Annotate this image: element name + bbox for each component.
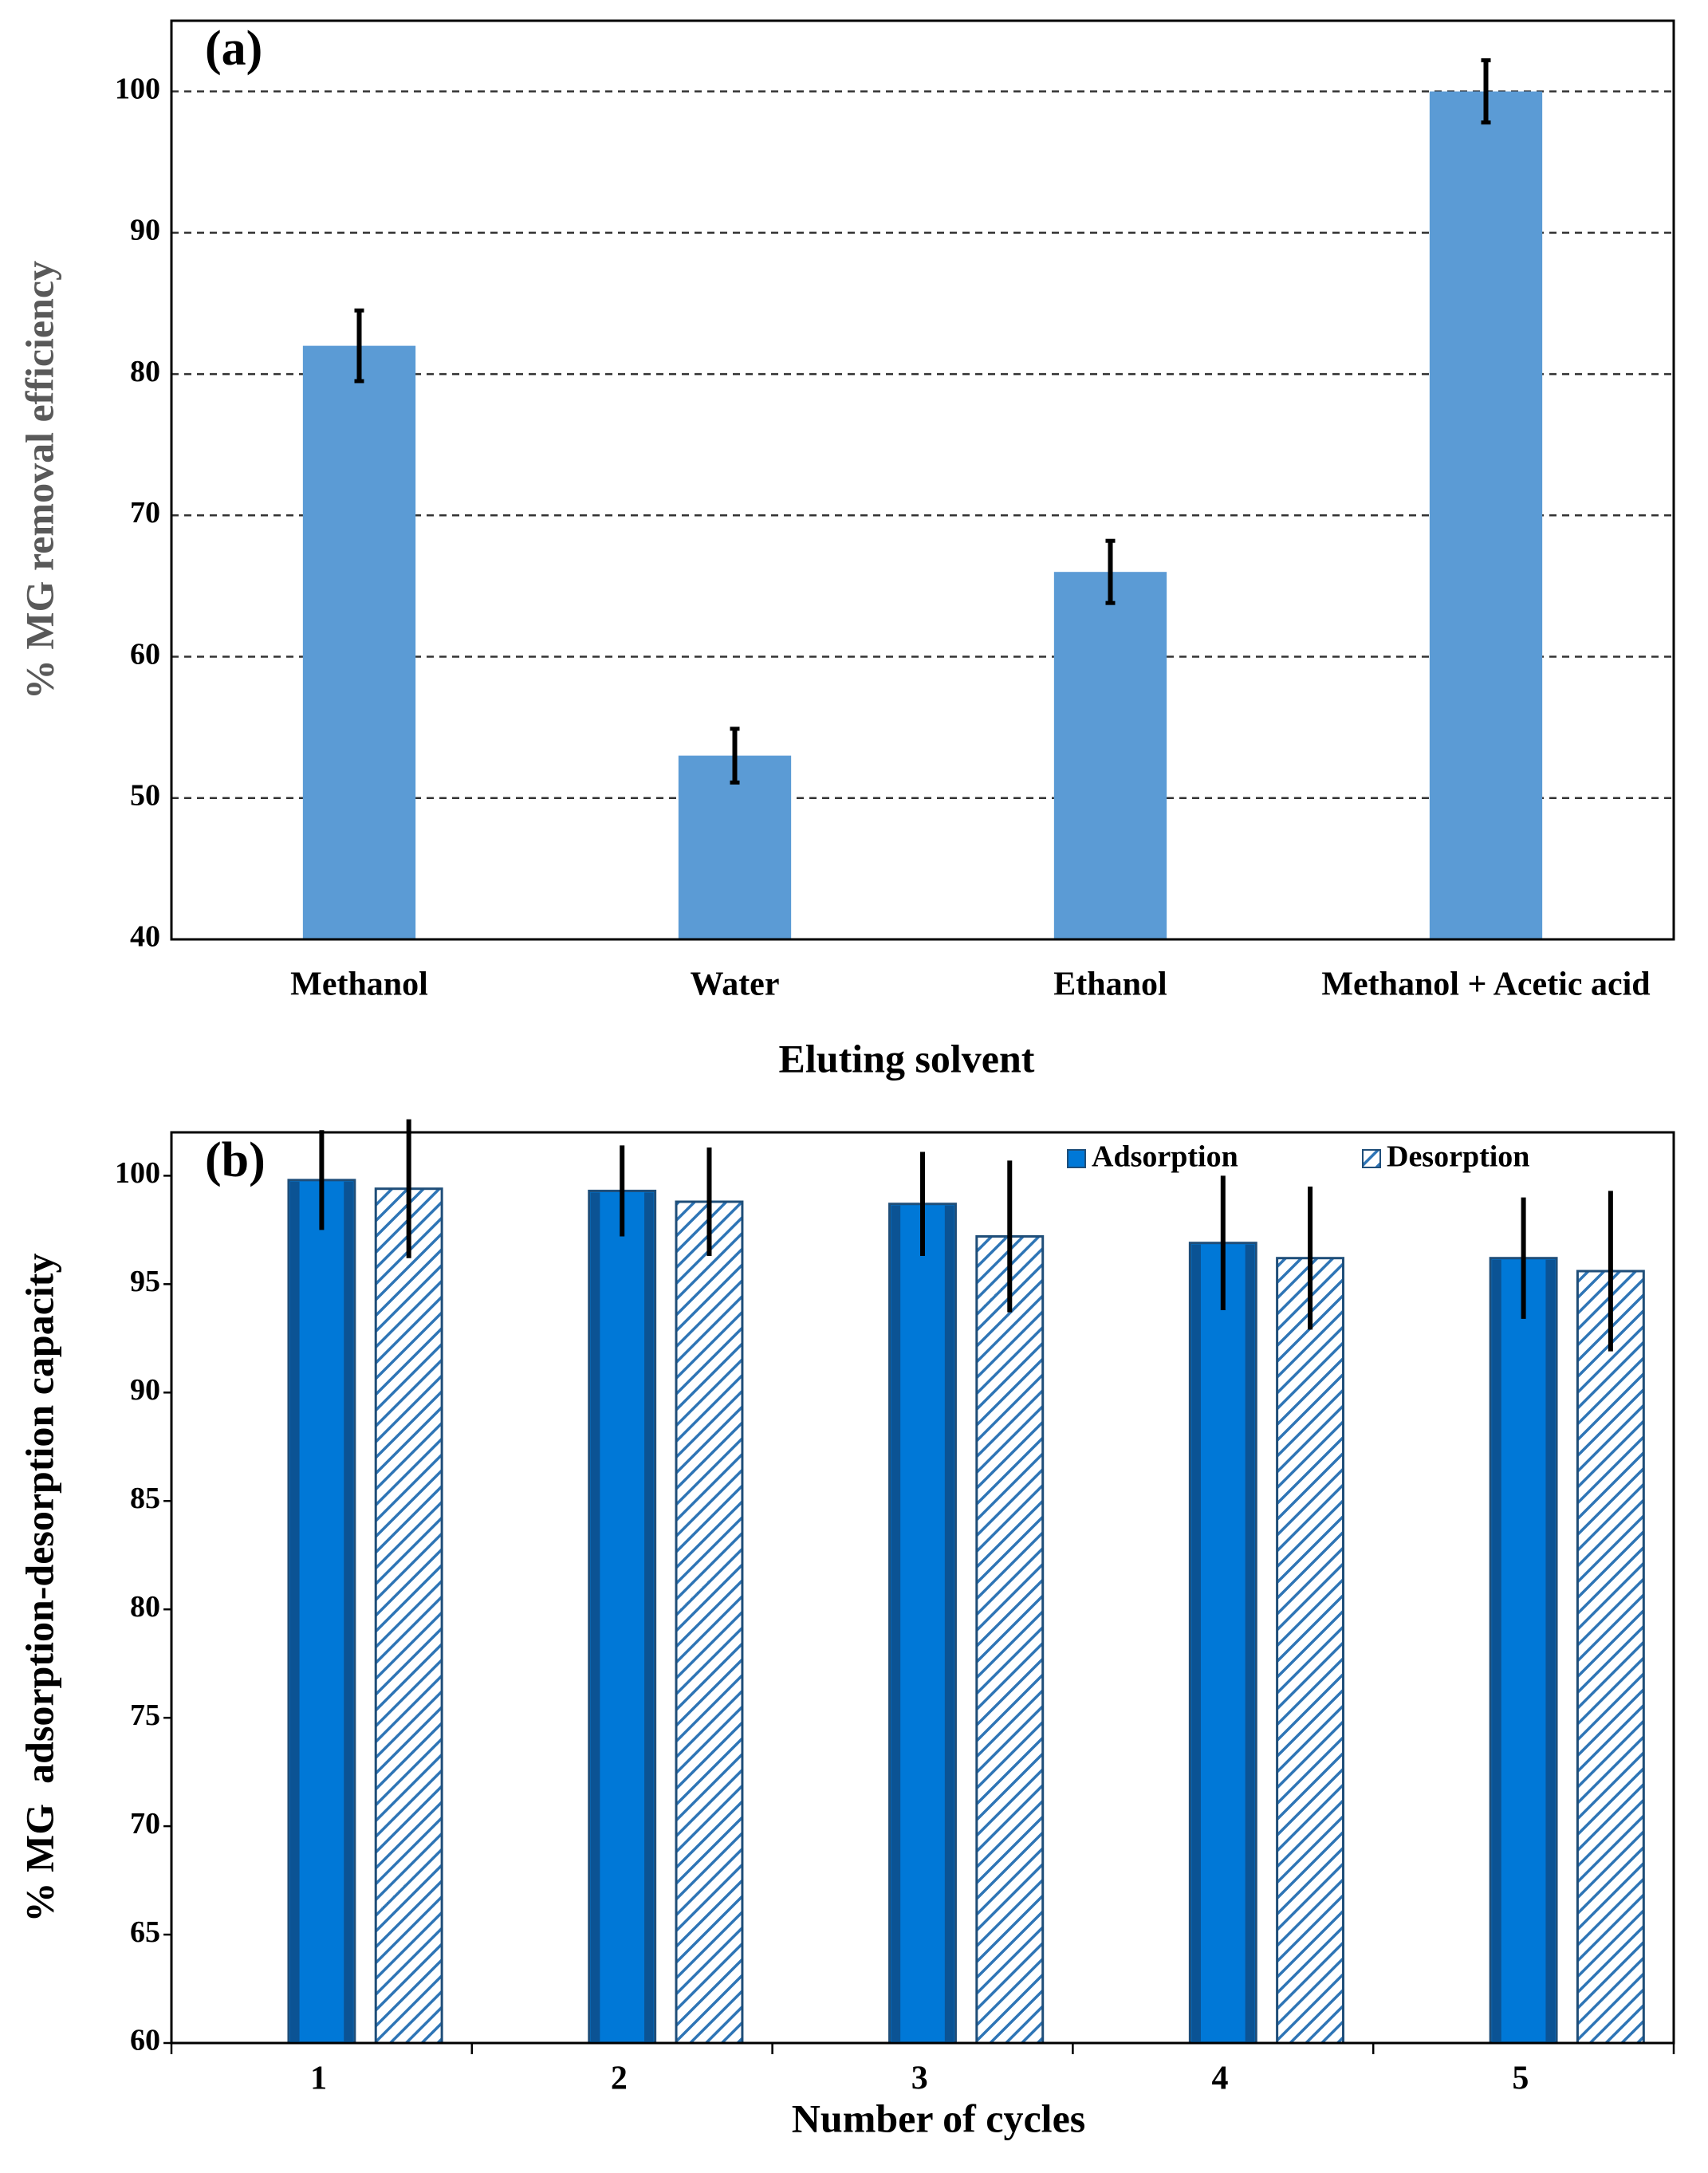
y-tick-label: 60 <box>130 637 160 671</box>
bar-side <box>1191 1244 1201 2041</box>
y-tick-label: 50 <box>130 778 160 812</box>
x-tick-label: 5 <box>1512 2061 1529 2097</box>
bar <box>1276 1257 1345 2045</box>
bar <box>302 345 416 940</box>
y-axis-label: % MG removal efficiency <box>17 261 61 699</box>
bar <box>975 1235 1045 2045</box>
y-tick-label: 60 <box>130 2024 160 2057</box>
legend-swatch <box>1067 1149 1086 1168</box>
x-tick-label: 1 <box>310 2061 327 2097</box>
x-axis-label: Number of cycles <box>792 2096 1085 2140</box>
y-tick-label: 70 <box>130 1807 160 1840</box>
x-tick-label: Ethanol <box>1053 966 1167 1003</box>
legend-label: Desorption <box>1387 1140 1529 1174</box>
x-tick-label: 3 <box>911 2061 928 2097</box>
x-tick-label: 4 <box>1212 2061 1229 2097</box>
bar-side <box>590 1192 600 2041</box>
legend-label: Adsorption <box>1092 1140 1238 1174</box>
x-tick-label: Methanol <box>290 966 428 1003</box>
y-tick-label: 100 <box>115 72 160 105</box>
bar <box>678 755 792 939</box>
y-tick-label: 40 <box>130 920 160 954</box>
y-tick-label: 90 <box>130 1373 160 1407</box>
x-axis-label: Eluting solvent <box>779 1036 1035 1081</box>
bar <box>588 1189 657 2045</box>
bar <box>1489 1257 1558 2045</box>
bar-side <box>891 1205 901 2041</box>
y-tick-label: 80 <box>130 1590 160 1624</box>
plot-frame <box>170 1131 1675 2045</box>
bar-side <box>1545 1259 1556 2041</box>
x-tick-label: Methanol + Acetic acid <box>1321 966 1650 1003</box>
y-tick-label: 85 <box>130 1482 160 1515</box>
y-tick-label: 65 <box>130 1915 160 1949</box>
bar-side <box>944 1205 954 2041</box>
bar <box>888 1203 957 2045</box>
panel-label: (a) <box>205 22 262 76</box>
y-tick-label: 70 <box>130 496 160 529</box>
bar <box>1053 572 1167 939</box>
bar-side <box>644 1192 654 2041</box>
x-tick-label: Water <box>691 966 780 1003</box>
y-tick-label: 90 <box>130 214 160 247</box>
x-tick-label: 2 <box>611 2061 628 2097</box>
panel-label: (b) <box>205 1133 266 1187</box>
legend-swatch <box>1362 1149 1381 1168</box>
y-tick-label: 75 <box>130 1699 160 1732</box>
bar <box>1576 1270 1645 2045</box>
bar-side <box>1245 1244 1255 2041</box>
bar <box>675 1200 744 2045</box>
plot-frame <box>170 19 1675 941</box>
bar-side <box>1492 1259 1501 2041</box>
y-axis-label: % MG adsorption-desorption capacity <box>17 1254 61 1923</box>
bar <box>1188 1242 1257 2045</box>
bar <box>1429 91 1543 940</box>
bar-side <box>344 1181 353 2041</box>
y-tick-label: 100 <box>115 1156 160 1190</box>
bar <box>374 1187 443 2045</box>
y-tick-label: 95 <box>130 1265 160 1298</box>
y-tick-label: 80 <box>130 355 160 388</box>
bar-side <box>289 1181 300 2041</box>
